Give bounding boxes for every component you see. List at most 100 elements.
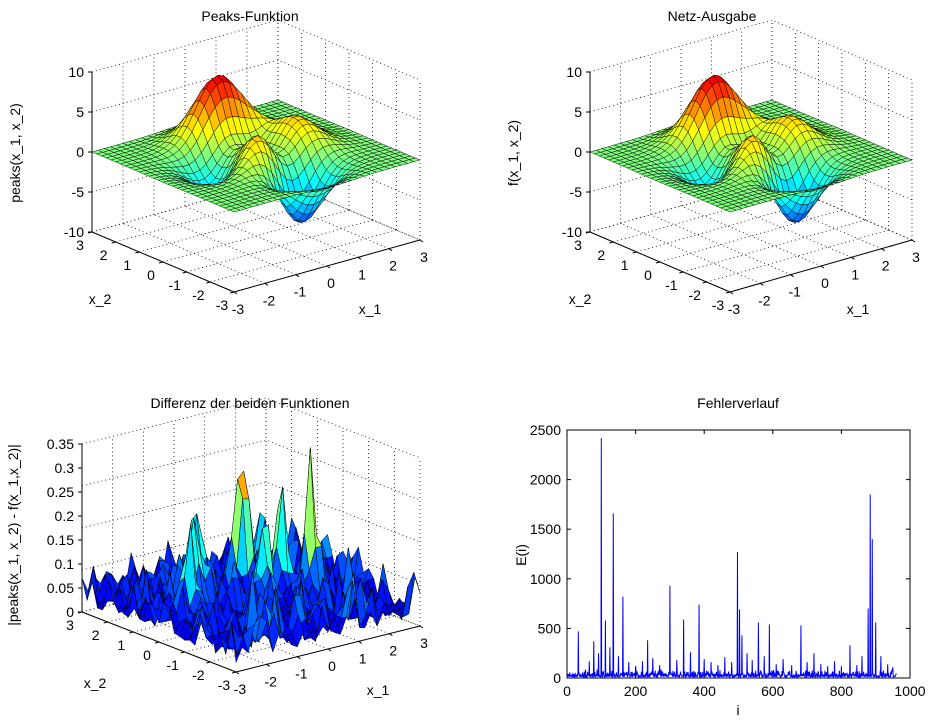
x-tick-mark bbox=[264, 282, 269, 286]
z-tick-label: 5 bbox=[76, 104, 84, 120]
y-tick-mark bbox=[182, 271, 187, 274]
y-tick-label: 1500 bbox=[530, 521, 561, 537]
y-tick-mark bbox=[632, 251, 637, 254]
y-tick-label: -3 bbox=[712, 297, 725, 313]
x-axis-label: x_1 bbox=[359, 301, 382, 317]
x-tick-label: 0 bbox=[327, 275, 335, 291]
y-tick-label: -3 bbox=[216, 297, 229, 313]
z-tick-label: 0.2 bbox=[55, 508, 75, 524]
x-tick-label: 400 bbox=[693, 683, 717, 699]
y-tick-label: 3 bbox=[66, 617, 74, 633]
x-tick-label: 600 bbox=[761, 683, 785, 699]
x-tick-mark bbox=[729, 291, 734, 295]
x-tick-label: 1000 bbox=[894, 683, 925, 699]
grid-line bbox=[683, 219, 866, 273]
x-tick-mark bbox=[851, 256, 855, 260]
y-tick-mark bbox=[231, 671, 237, 674]
y-tick-mark bbox=[609, 241, 614, 244]
grid-line bbox=[620, 222, 761, 284]
x-tick-label: 2 bbox=[882, 258, 890, 274]
grid-line bbox=[186, 219, 373, 273]
y-tick-label: 2 bbox=[92, 627, 100, 643]
x-axis-label: x_1 bbox=[367, 682, 390, 698]
x-tick-mark bbox=[911, 239, 916, 243]
grid-line bbox=[210, 229, 397, 283]
x-axis-label: i bbox=[736, 702, 739, 718]
y-tick-label: 2 bbox=[100, 247, 108, 263]
x-tick-label: -2 bbox=[758, 292, 771, 308]
x-tick-mark bbox=[297, 656, 301, 660]
chart-title: Peaks-Funktion bbox=[201, 8, 298, 24]
z-tick-label: 10 bbox=[68, 64, 84, 80]
x-tick-label: -2 bbox=[263, 292, 276, 308]
z-tick-label: -5 bbox=[570, 184, 583, 200]
y-tick-label: -2 bbox=[192, 287, 205, 303]
x-tick-mark bbox=[358, 640, 362, 644]
x-tick-label: -3 bbox=[232, 301, 245, 317]
z-tick-label: -10 bbox=[562, 224, 582, 240]
network-output-surface-plot: Netz-Ausgabe -3-3 -2-2 -1-1 00 11 22 33-10-505… bbox=[505, 8, 920, 317]
x-tick-label: 0 bbox=[821, 275, 829, 291]
x-tick-label: -1 bbox=[295, 666, 308, 682]
z-tick-label: 10 bbox=[566, 64, 582, 80]
grid-line bbox=[706, 229, 889, 283]
y-tick-label: 1 bbox=[117, 637, 125, 653]
x-tick-label: 1 bbox=[851, 266, 859, 282]
chart-title: Differenz der beiden Funktionen bbox=[151, 395, 350, 411]
x-tick-label: -1 bbox=[788, 284, 801, 300]
y-tick-label: 0 bbox=[143, 647, 151, 663]
y-tick-mark bbox=[702, 281, 707, 284]
x-tick-label: 0 bbox=[563, 683, 571, 699]
x-tick-label: 1 bbox=[358, 266, 366, 282]
x-tick-label: 3 bbox=[420, 249, 428, 265]
x-tick-label: -1 bbox=[294, 284, 307, 300]
x-tick-label: -3 bbox=[234, 681, 247, 697]
x-tick-label: 200 bbox=[624, 683, 648, 699]
y-tick-mark bbox=[103, 621, 108, 624]
x-tick-label: 3 bbox=[912, 249, 920, 265]
y-tick-label: -2 bbox=[688, 287, 701, 303]
z-tick-label: 0 bbox=[76, 144, 84, 160]
grid-line bbox=[162, 209, 350, 263]
surface-patch bbox=[724, 208, 737, 213]
z-tick-label: 0.15 bbox=[47, 532, 74, 548]
y-tick-mark bbox=[135, 251, 140, 254]
difference-surface-plot: Differenz der beiden Funktionen -3-3 -2 -2… bbox=[5, 395, 428, 698]
grid-line bbox=[711, 196, 852, 258]
y-tick-mark bbox=[679, 271, 684, 274]
y-tick-mark bbox=[206, 661, 211, 664]
plot-frame bbox=[566, 429, 911, 679]
y-tick-label: 0 bbox=[553, 670, 561, 686]
x-tick-label: 2 bbox=[389, 643, 397, 659]
x-tick-label: -2 bbox=[264, 673, 277, 689]
x-tick-label: 1 bbox=[359, 650, 367, 666]
x-tick-mark bbox=[266, 663, 270, 667]
surface-patch bbox=[228, 208, 241, 213]
surface-patch bbox=[230, 621, 243, 664]
peaks-surface-plot: Peaks-Funktion -3-3 -2-2 -1-1 00 11 22 33-10-5… bbox=[7, 8, 428, 317]
grid-line bbox=[680, 205, 822, 267]
y-tick-label: -3 bbox=[218, 677, 231, 693]
x-tick-label: 2 bbox=[389, 258, 397, 274]
x-tick-mark bbox=[790, 274, 794, 278]
z-axis-label: |peaks(x_1, x_2) - f(x_1,x_2)| bbox=[5, 444, 21, 626]
x-tick-mark bbox=[357, 256, 362, 260]
x-tick-mark bbox=[233, 291, 238, 295]
y-tick-mark bbox=[180, 651, 185, 654]
y-tick-label: 0 bbox=[644, 267, 652, 283]
x-tick-mark bbox=[295, 274, 300, 278]
y-tick-mark bbox=[655, 261, 661, 264]
y-tick-label: 1 bbox=[621, 257, 629, 273]
grid-line bbox=[81, 439, 421, 501]
y-tick-label: 2500 bbox=[530, 422, 561, 438]
grid-line bbox=[771, 179, 913, 241]
x-tick-mark bbox=[327, 648, 332, 652]
grid-line bbox=[91, 179, 421, 241]
grid-line bbox=[589, 19, 913, 81]
x-tick-mark bbox=[388, 248, 393, 252]
grid-line bbox=[91, 59, 421, 121]
z-tick-label: 0.35 bbox=[47, 436, 74, 452]
y-tick-label: -2 bbox=[192, 667, 205, 683]
y-tick-label: 0 bbox=[147, 267, 155, 283]
z-axis-label: peaks(x_1, x_2) bbox=[7, 103, 23, 203]
